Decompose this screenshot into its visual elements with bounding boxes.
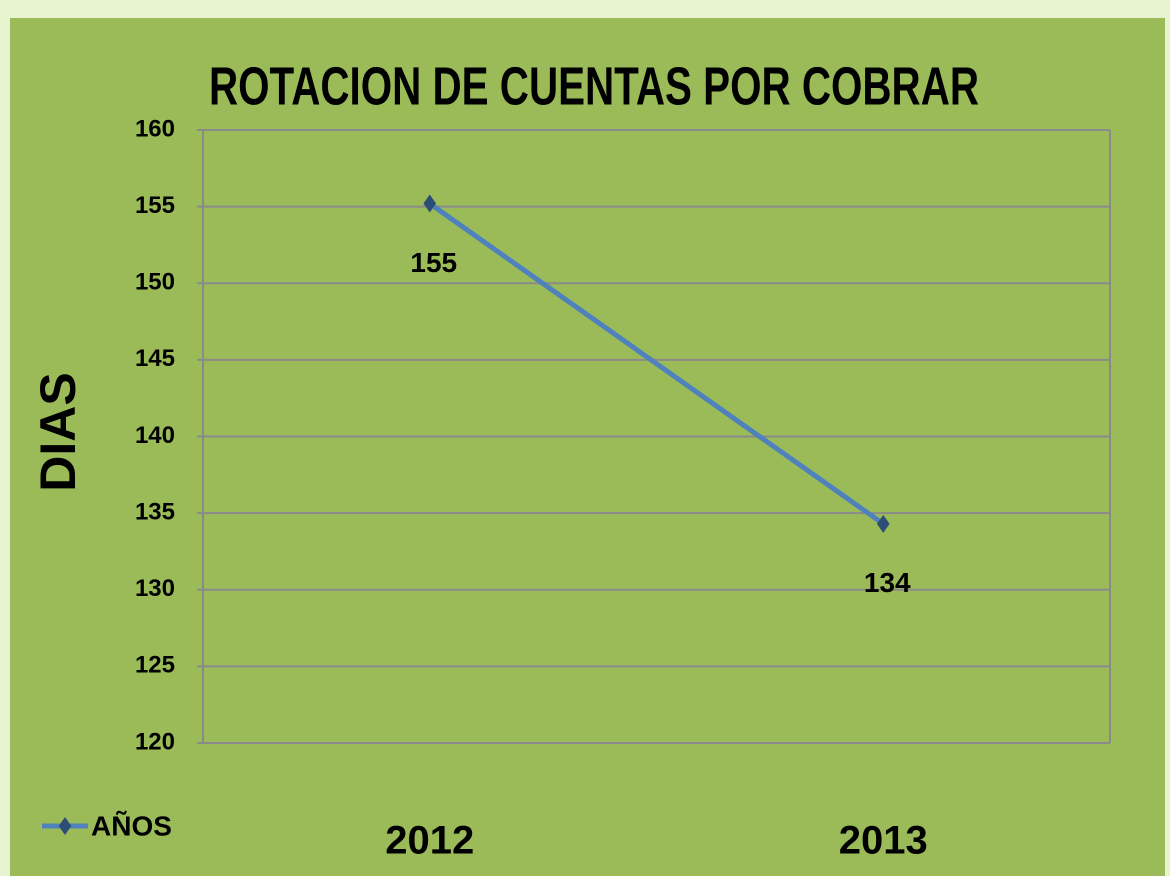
legend-marker (58, 817, 72, 835)
data-point (876, 514, 890, 533)
y-tick-label: 130 (135, 575, 175, 602)
y-axis-title: DIAS (30, 372, 86, 491)
y-tick-label: 155 (135, 192, 175, 219)
series-line (428, 201, 885, 526)
x-tick-label: 2012 (385, 819, 474, 863)
chart-background (10, 18, 1165, 876)
y-tick-label: 140 (135, 422, 175, 449)
y-tick-label: 160 (135, 115, 175, 142)
y-tick-label: 120 (135, 728, 175, 755)
chart-title: ROTACION DE CUENTAS POR COBRAR (209, 56, 979, 116)
y-tick-label: 145 (135, 345, 175, 372)
y-tick-label: 150 (135, 269, 175, 296)
data-point (423, 194, 437, 213)
data-label: 155 (410, 247, 457, 278)
legend-label: AÑOS (91, 810, 172, 841)
data-label: 134 (864, 567, 911, 598)
y-tick-label: 125 (135, 652, 175, 679)
x-tick-label: 2013 (839, 819, 928, 863)
y-tick-label: 135 (135, 498, 175, 525)
